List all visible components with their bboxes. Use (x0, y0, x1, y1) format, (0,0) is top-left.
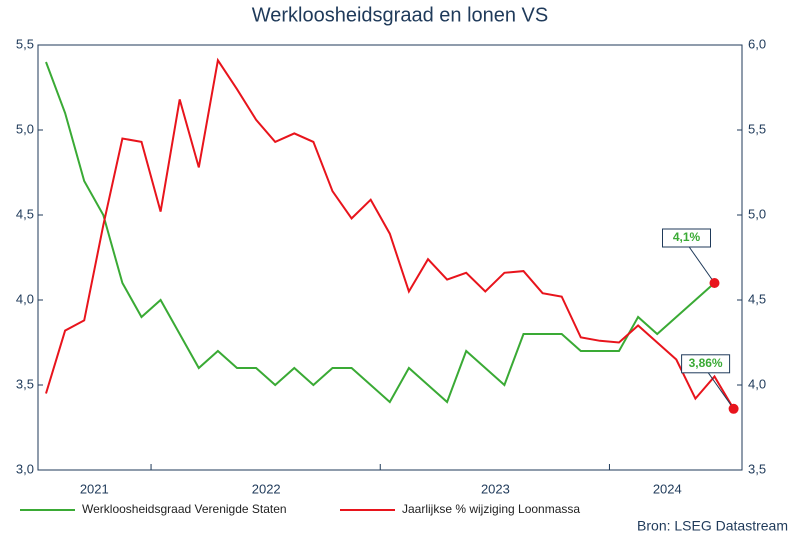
series-line (45, 61, 716, 404)
chart-title: Werkloosheidsgraad en lonen VS (252, 4, 548, 26)
y-tick-label: 4,0 (16, 291, 34, 306)
annotation-box (662, 228, 711, 248)
y-tick-label: 3,0 (16, 461, 34, 476)
annotation-label: 4,1% (673, 230, 701, 244)
y2-tick-label: 5,0 (748, 206, 766, 221)
annotation-dot (709, 278, 720, 288)
legend-label: Werkloosheidsgraad Verenigde Staten (82, 502, 287, 516)
y-tick-label: 3,5 (16, 376, 34, 391)
source: Bron: LSEG Datastream (637, 518, 788, 534)
legend-label: Jaarlijkse % wijziging Loonmassa (402, 502, 580, 516)
y-tick-label: 4,5 (16, 206, 34, 221)
x-tick-label: 2024 (653, 481, 682, 496)
annotation-leader (707, 371, 735, 410)
plot-frame (37, 44, 743, 471)
annotation-leader (688, 245, 715, 284)
y2-tick-label: 5,5 (748, 121, 766, 136)
y2-tick-label: 6,0 (748, 36, 766, 51)
y-tick-label: 5,0 (16, 121, 34, 136)
x-tick-label: 2023 (481, 481, 510, 496)
y-tick-label: 5,5 (16, 36, 34, 51)
annotation-box (681, 354, 731, 374)
series-line (45, 57, 735, 410)
annotation-dot (728, 403, 739, 414)
y2-tick-label: 4,0 (748, 376, 766, 391)
x-tick-label: 2021 (80, 481, 109, 496)
annotation-label: 3,86% (689, 356, 723, 370)
y2-tick-label: 3,5 (748, 461, 766, 476)
y2-tick-label: 4,5 (748, 291, 766, 306)
x-tick-label: 2022 (252, 481, 281, 496)
